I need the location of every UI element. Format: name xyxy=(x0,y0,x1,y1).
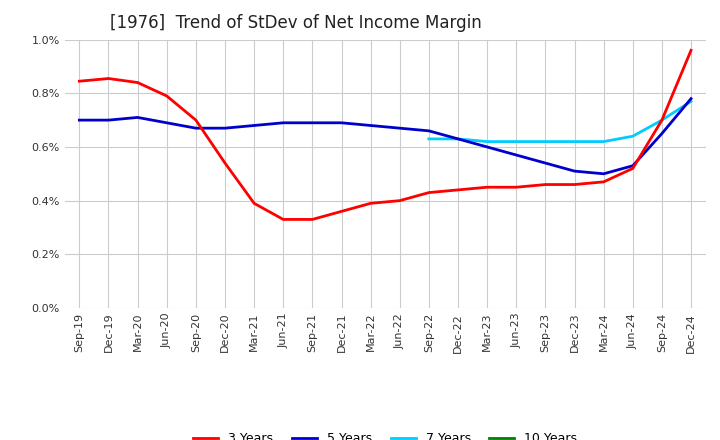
3 Years xyxy=(483,185,492,190)
7 Years xyxy=(599,139,608,144)
5 Years xyxy=(395,125,404,131)
3 Years xyxy=(366,201,375,206)
3 Years xyxy=(454,187,462,193)
3 Years xyxy=(163,93,171,99)
3 Years xyxy=(687,48,696,53)
3 Years xyxy=(337,209,346,214)
5 Years xyxy=(541,161,550,166)
Line: 5 Years: 5 Years xyxy=(79,99,691,174)
5 Years xyxy=(308,120,317,125)
3 Years xyxy=(192,117,200,123)
5 Years xyxy=(657,131,666,136)
5 Years xyxy=(133,115,142,120)
5 Years xyxy=(75,117,84,123)
5 Years xyxy=(629,163,637,169)
Text: [1976]  Trend of StDev of Net Income Margin: [1976] Trend of StDev of Net Income Marg… xyxy=(109,15,482,33)
5 Years xyxy=(163,120,171,125)
3 Years xyxy=(657,117,666,123)
7 Years xyxy=(541,139,550,144)
5 Years xyxy=(570,169,579,174)
5 Years xyxy=(192,125,200,131)
3 Years xyxy=(133,80,142,85)
3 Years xyxy=(570,182,579,187)
7 Years xyxy=(512,139,521,144)
7 Years xyxy=(425,136,433,142)
5 Years xyxy=(483,144,492,150)
7 Years xyxy=(657,117,666,123)
3 Years xyxy=(541,182,550,187)
Line: 7 Years: 7 Years xyxy=(429,101,691,142)
3 Years xyxy=(220,161,229,166)
3 Years xyxy=(512,185,521,190)
3 Years xyxy=(395,198,404,203)
5 Years xyxy=(425,128,433,133)
5 Years xyxy=(104,117,113,123)
3 Years xyxy=(279,217,287,222)
7 Years xyxy=(454,136,462,142)
5 Years xyxy=(454,136,462,142)
Line: 3 Years: 3 Years xyxy=(79,50,691,220)
5 Years xyxy=(599,171,608,176)
7 Years xyxy=(570,139,579,144)
3 Years xyxy=(250,201,258,206)
3 Years xyxy=(104,76,113,81)
7 Years xyxy=(687,99,696,104)
7 Years xyxy=(483,139,492,144)
3 Years xyxy=(425,190,433,195)
3 Years xyxy=(599,179,608,184)
5 Years xyxy=(279,120,287,125)
5 Years xyxy=(220,125,229,131)
3 Years xyxy=(75,79,84,84)
Legend: 3 Years, 5 Years, 7 Years, 10 Years: 3 Years, 5 Years, 7 Years, 10 Years xyxy=(188,427,582,440)
5 Years xyxy=(687,96,696,101)
5 Years xyxy=(250,123,258,128)
3 Years xyxy=(629,166,637,171)
3 Years xyxy=(308,217,317,222)
7 Years xyxy=(629,134,637,139)
5 Years xyxy=(337,120,346,125)
5 Years xyxy=(366,123,375,128)
5 Years xyxy=(512,152,521,158)
